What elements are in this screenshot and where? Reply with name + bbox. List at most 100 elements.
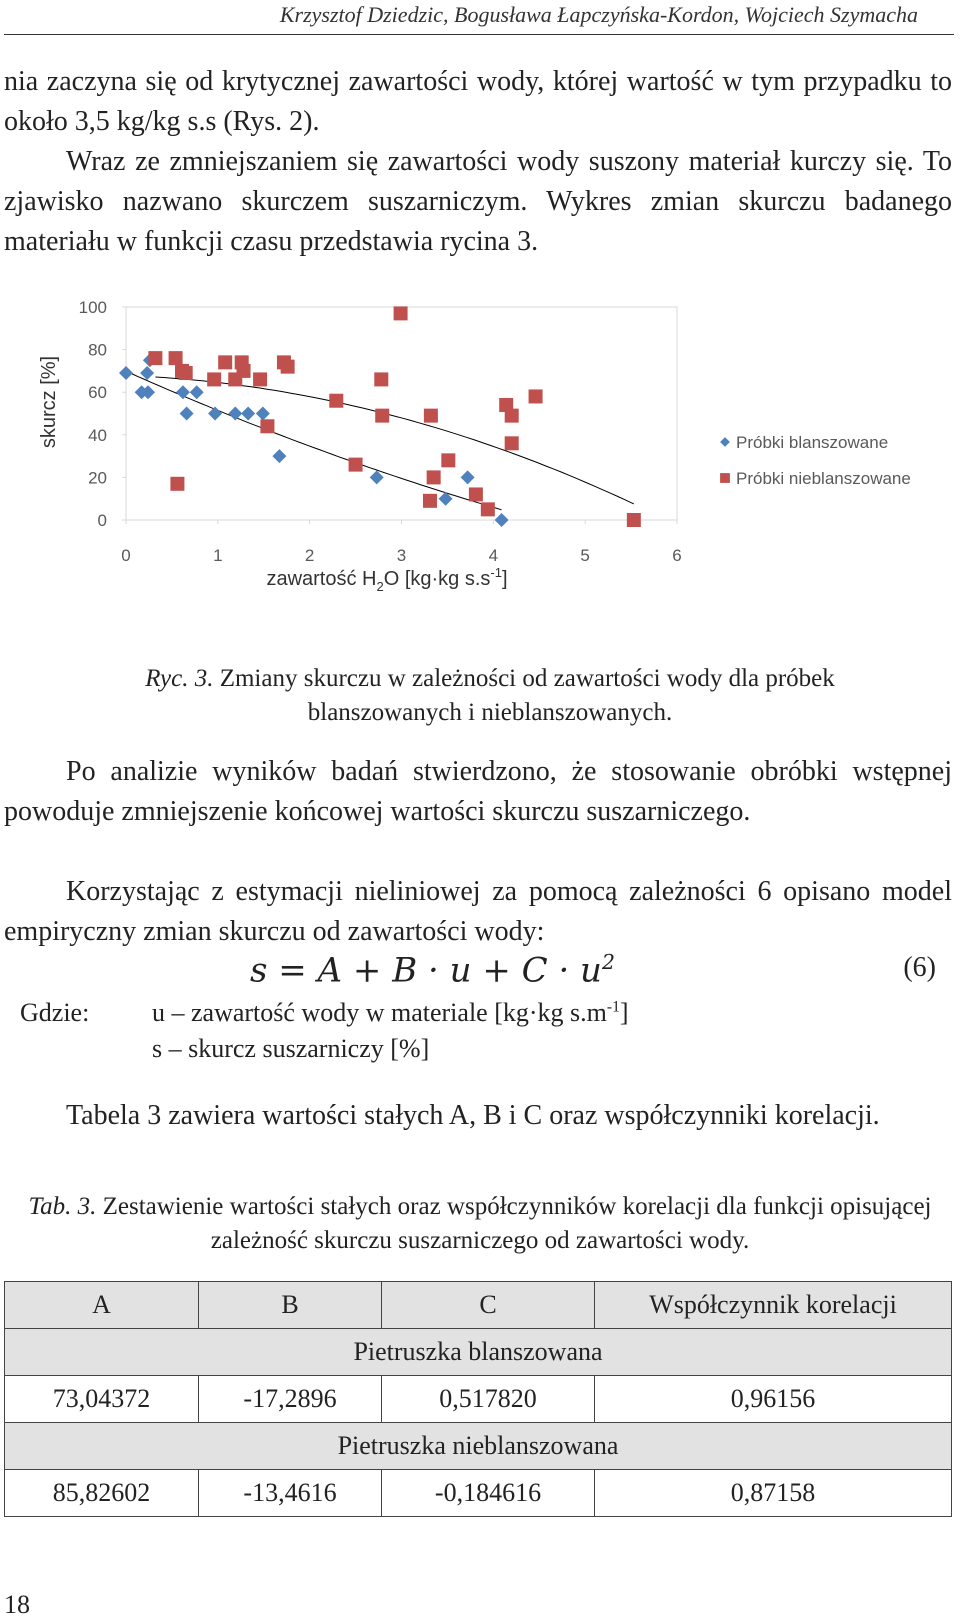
x-tick-label: 0 <box>121 546 130 565</box>
point <box>272 449 287 464</box>
data-cell: -13,4616 <box>198 1469 382 1517</box>
paragraph: Tabela 3 zawiera wartości stałych A, B i… <box>66 1100 880 1131</box>
point <box>168 351 183 366</box>
figure-caption: Ryc. 3. Zmiany skurczu w zależności od z… <box>70 662 910 730</box>
legend-marker <box>720 473 730 483</box>
y-tick-label: 40 <box>88 426 107 445</box>
point <box>141 385 156 400</box>
y-axis-label: skurcz [%] <box>38 356 60 448</box>
y-tick-label: 80 <box>88 341 107 360</box>
data-cell: 0,517820 <box>381 1375 595 1423</box>
point <box>255 406 270 421</box>
data-cell: 0,87158 <box>594 1469 952 1517</box>
point <box>119 366 133 381</box>
legend-marker <box>720 437 730 447</box>
point <box>441 453 456 468</box>
where-text: ] <box>619 998 629 1027</box>
paragraph: Korzystając z estymacji nieliniowej za p… <box>4 876 952 947</box>
equation: s = A + B · u + C · u2 <box>250 950 615 990</box>
point <box>329 393 344 408</box>
y-tick-label: 60 <box>88 383 107 402</box>
x-tick-label: 1 <box>213 546 222 565</box>
point <box>280 359 295 374</box>
point <box>480 502 495 517</box>
point <box>626 513 641 527</box>
where-s: s – skurcz suszarniczy [%] <box>152 1034 430 1063</box>
point <box>228 406 243 421</box>
x-tick-label: 6 <box>672 546 681 565</box>
point <box>140 366 155 381</box>
x-axis-label-part: -1 <box>490 565 502 580</box>
point <box>189 385 204 400</box>
equation-exponent: 2 <box>601 950 615 974</box>
trendline <box>125 370 502 511</box>
where-sup: -1 <box>606 998 620 1016</box>
point <box>504 408 519 423</box>
table-header-row: A B C Współczynnik korelacji <box>4 1281 952 1329</box>
point <box>494 513 509 527</box>
point <box>348 457 363 472</box>
point <box>207 372 222 387</box>
point <box>499 397 514 412</box>
header-cell: Współczynnik korelacji <box>594 1281 952 1329</box>
point <box>438 491 453 506</box>
data-cell: 0,96156 <box>594 1375 952 1423</box>
paragraph: Po analizie wyników badań stwierdzono, ż… <box>4 756 952 827</box>
point <box>375 408 390 423</box>
x-axis-label-part: zawartość H <box>266 568 376 590</box>
header-cell: C <box>381 1281 595 1329</box>
caption-label: Ryc. 3. <box>145 665 214 692</box>
y-tick-label: 20 <box>88 468 107 487</box>
point <box>253 372 268 387</box>
data-row: 85,82602 -13,4616 -0,184616 0,87158 <box>4 1469 952 1517</box>
table-caption: Tab. 3. Zestawienie wartości stałych ora… <box>20 1190 940 1258</box>
point <box>423 408 438 423</box>
equation-number: (6) <box>903 952 936 983</box>
y-tick-label: 100 <box>79 298 107 317</box>
trendline <box>155 376 635 505</box>
point <box>260 419 275 434</box>
x-axis-label-part: O [kg·kg s.s <box>384 568 491 590</box>
point <box>460 470 475 485</box>
point <box>241 406 256 421</box>
where-text: u – zawartość wody w materiale [kg·kg s.… <box>152 998 607 1027</box>
group-cell: Pietruszka blanszowana <box>4 1328 952 1376</box>
point <box>369 470 384 485</box>
caption-text: Zmiany skurczu w zależności od zawartośc… <box>219 665 835 726</box>
x-axis-label-part: 2 <box>376 579 383 594</box>
group-row: Pietruszka nieblanszowana <box>4 1422 952 1470</box>
data-cell: -17,2896 <box>198 1375 382 1423</box>
data-row: 73,04372 -17,2896 0,517820 0,96156 <box>4 1375 952 1423</box>
y-tick-label: 0 <box>98 511 107 530</box>
legend-label: Próbki nieblanszowane <box>736 469 911 488</box>
point <box>148 351 163 366</box>
point <box>528 389 543 404</box>
point <box>504 436 519 451</box>
x-tick-label: 2 <box>305 546 314 565</box>
paragraph: nia zaczyna się od krytycznej zawartości… <box>4 66 952 137</box>
data-cell: -0,184616 <box>381 1469 595 1517</box>
caption-label: Tab. 3. <box>28 1193 97 1220</box>
where-u: u – zawartość wody w materiale [kg·kg s.… <box>152 998 629 1028</box>
page-number: 18 <box>4 1590 30 1619</box>
point <box>393 306 408 321</box>
caption-text: Zestawienie wartości stałych oraz współc… <box>102 1193 932 1254</box>
header-rule <box>4 34 954 35</box>
legend-label: Próbki blanszowane <box>736 433 888 452</box>
x-tick-label: 5 <box>580 546 589 565</box>
point <box>236 363 251 378</box>
point <box>468 487 483 502</box>
point <box>374 372 389 387</box>
running-header: Krzysztof Dziedzic, Bogusława Łapczyńska… <box>279 2 918 27</box>
data-cell: 85,82602 <box>4 1469 199 1517</box>
header-cell: A <box>4 1281 199 1329</box>
point <box>422 493 437 508</box>
point <box>208 406 223 421</box>
table: A B C Współczynnik korelacji Pietruszka blan… <box>4 1281 952 1517</box>
data-cell: 73,04372 <box>4 1375 199 1423</box>
header-cell: B <box>198 1281 382 1329</box>
x-axis-label-part: ] <box>502 568 508 590</box>
point <box>179 406 194 421</box>
